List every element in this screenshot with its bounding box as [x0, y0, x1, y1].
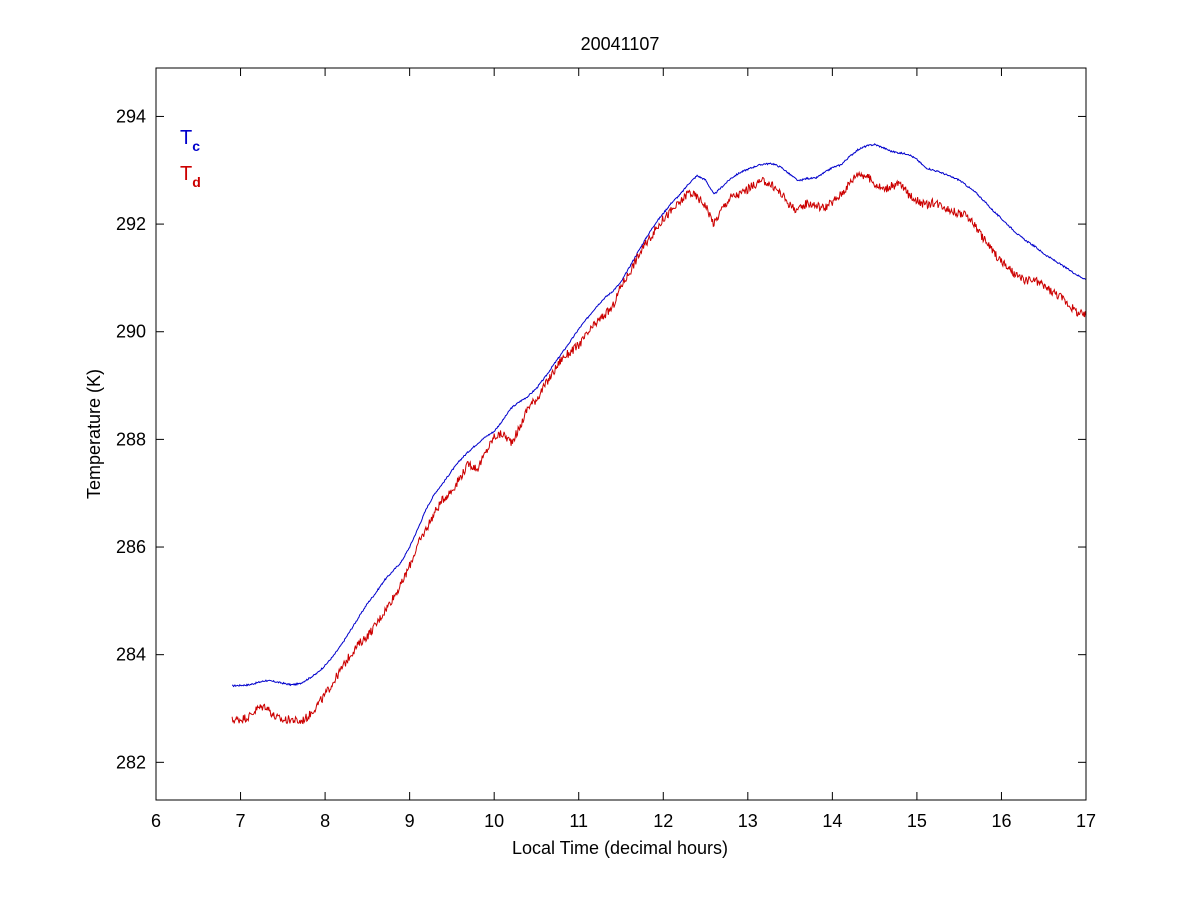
- x-tick-label: 8: [320, 811, 330, 831]
- legend: Tc Td: [180, 127, 201, 190]
- chart-title: 20041107: [581, 34, 660, 54]
- x-tick-label: 6: [151, 811, 161, 831]
- x-tick-label: 9: [405, 811, 415, 831]
- series-line-tc: [232, 143, 1087, 688]
- series-line-td: [231, 170, 1087, 725]
- x-axis: 6 7 8 9 10 11 12 13 14 15 16 17: [151, 68, 1096, 831]
- legend-entry-td-sub: d: [192, 174, 201, 190]
- x-tick-label: 16: [991, 811, 1011, 831]
- plot-frame: [155, 67, 1087, 801]
- x-tick-label: 15: [907, 811, 927, 831]
- legend-entry-tc-sub: c: [192, 138, 200, 154]
- x-tick-label: 10: [484, 811, 504, 831]
- y-axis: 282 284 286 288 290 292 294: [116, 106, 1086, 772]
- x-tick-label: 14: [822, 811, 842, 831]
- y-axis-label: Temperature (K): [84, 369, 104, 499]
- y-tick-label: 282: [116, 752, 146, 772]
- legend-entry-td: Td: [180, 163, 201, 190]
- y-tick-label: 294: [116, 106, 146, 126]
- x-tick-label: 13: [738, 811, 758, 831]
- y-tick-label: 284: [116, 645, 146, 665]
- legend-entry-tc-main: T: [180, 127, 192, 149]
- x-tick-label: 11: [569, 811, 588, 831]
- x-tick-label: 17: [1076, 811, 1096, 831]
- x-axis-label: Local Time (decimal hours): [512, 838, 728, 858]
- x-tick-label: 7: [236, 811, 246, 831]
- legend-entry-td-main: T: [180, 163, 192, 185]
- y-tick-label: 288: [116, 429, 146, 449]
- y-tick-label: 286: [116, 537, 146, 557]
- y-tick-label: 292: [116, 214, 146, 234]
- series-layer: [231, 143, 1087, 725]
- y-tick-label: 290: [116, 322, 146, 342]
- legend-entry-tc: Tc: [180, 127, 200, 154]
- x-tick-label: 12: [653, 811, 673, 831]
